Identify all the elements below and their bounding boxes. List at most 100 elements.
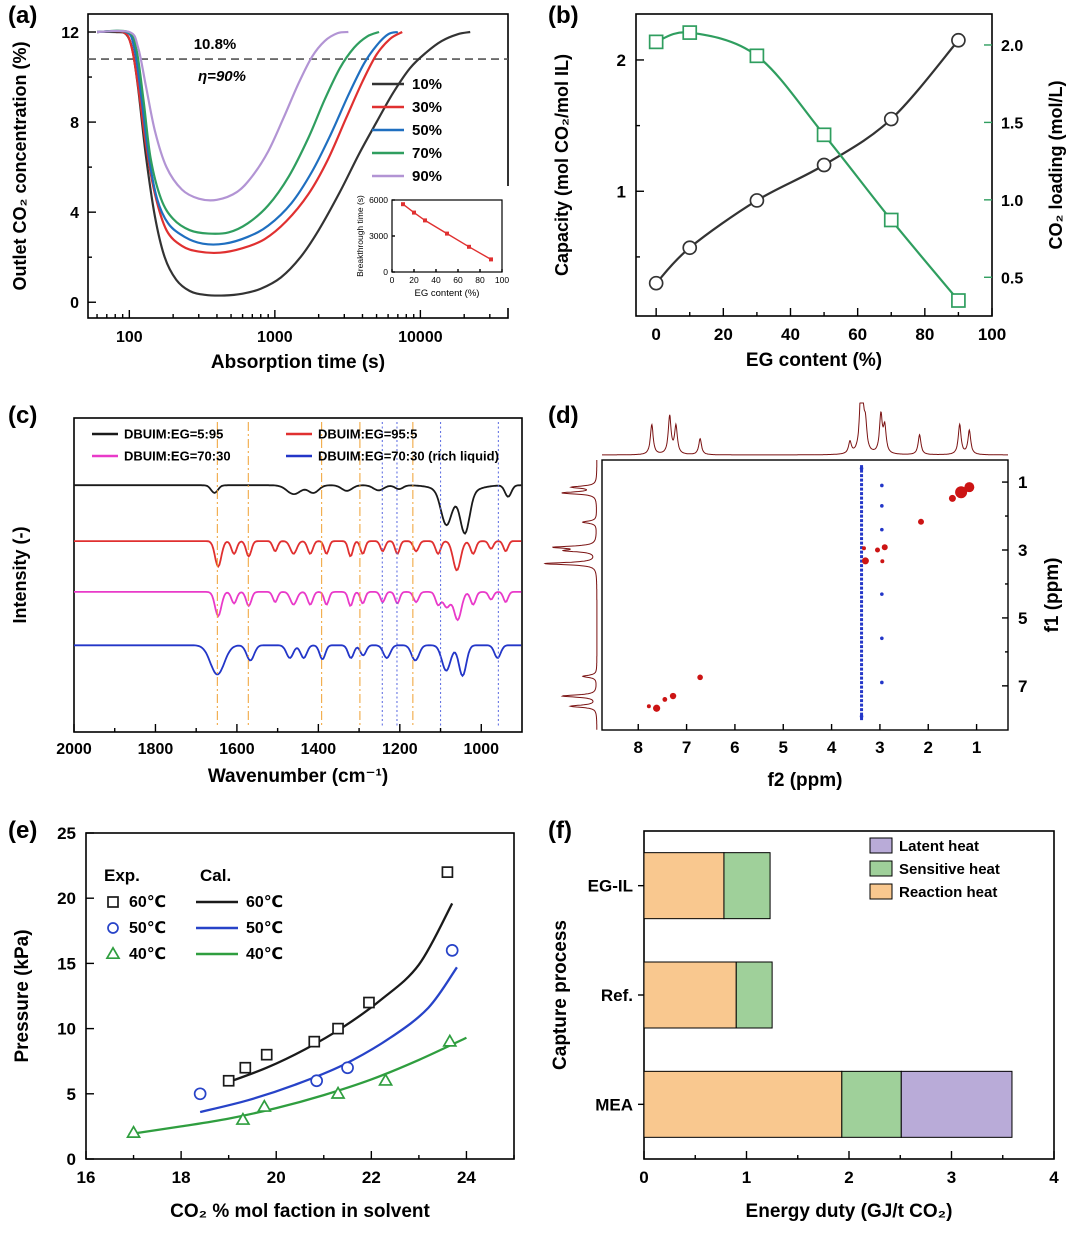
svg-text:100: 100 bbox=[495, 275, 509, 285]
panel-f-chart: 0 1 2 3 4 EG-IL Ref. MEA Latent heat Sensitive he… bbox=[550, 830, 1059, 1222]
svg-text:Reaction heat: Reaction heat bbox=[899, 884, 997, 901]
svg-text:100: 100 bbox=[978, 325, 1006, 344]
svg-text:Capacity (mol CO₂/mol IL): Capacity (mol CO₂/mol IL) bbox=[552, 54, 572, 276]
svg-text:20: 20 bbox=[267, 1168, 286, 1187]
svg-text:η=90%: η=90% bbox=[198, 68, 246, 85]
svg-text:DBUIM:EG=70:30 (rich liquid): DBUIM:EG=70:30 (rich liquid) bbox=[318, 449, 499, 464]
svg-text:1600: 1600 bbox=[219, 741, 255, 758]
svg-text:Intensity (-): Intensity (-) bbox=[10, 526, 30, 623]
svg-text:1.0: 1.0 bbox=[1001, 193, 1023, 210]
svg-text:0: 0 bbox=[67, 1150, 76, 1169]
svg-text:DBUIM:EG=95:5: DBUIM:EG=95:5 bbox=[318, 427, 417, 442]
panel-a-label: (a) bbox=[8, 2, 38, 29]
svg-text:DBUIM:EG=5:95: DBUIM:EG=5:95 bbox=[124, 427, 223, 442]
svg-text:7: 7 bbox=[1018, 677, 1027, 696]
panel-f-label: (f) bbox=[548, 817, 572, 844]
svg-text:1: 1 bbox=[742, 1168, 751, 1187]
svg-text:Breakthrough time (s): Breakthrough time (s) bbox=[355, 195, 365, 277]
svg-text:22: 22 bbox=[362, 1168, 381, 1187]
svg-text:80: 80 bbox=[475, 275, 485, 285]
svg-text:f2 (ppm): f2 (ppm) bbox=[768, 770, 843, 791]
svg-text:60℃: 60℃ bbox=[246, 894, 283, 911]
svg-text:10%: 10% bbox=[412, 76, 442, 93]
svg-text:CO₂ loading (mol/L): CO₂ loading (mol/L) bbox=[1046, 81, 1066, 250]
svg-text:50℃: 50℃ bbox=[129, 920, 166, 937]
panel-d: (d) 8 7 6 5 4 3 2 1 1 3 5 7 f2 (ppm) f1 (ppm) bbox=[540, 400, 1080, 815]
svg-text:4: 4 bbox=[827, 738, 837, 757]
svg-text:100: 100 bbox=[116, 329, 143, 346]
svg-text:1400: 1400 bbox=[301, 741, 337, 758]
svg-text:5: 5 bbox=[779, 738, 788, 757]
svg-text:2.0: 2.0 bbox=[1001, 38, 1023, 55]
svg-text:60: 60 bbox=[848, 325, 867, 344]
svg-text:0.5: 0.5 bbox=[1001, 270, 1023, 287]
panel-a: (a) 100 1000 10000 0 4 8 12 10.8% η=90% 10% 30% 50%… bbox=[0, 0, 540, 400]
svg-text:Exp.: Exp. bbox=[104, 866, 140, 885]
svg-text:Energy duty (GJ/t CO₂): Energy duty (GJ/t CO₂) bbox=[746, 1201, 953, 1222]
svg-text:Capture process: Capture process bbox=[550, 920, 571, 1070]
svg-text:Ref.: Ref. bbox=[601, 986, 633, 1005]
svg-text:DBUIM:EG=70:30: DBUIM:EG=70:30 bbox=[124, 449, 231, 464]
svg-text:Absorption time (s): Absorption time (s) bbox=[211, 352, 385, 373]
svg-text:4: 4 bbox=[70, 205, 79, 222]
svg-text:Sensitive heat: Sensitive heat bbox=[899, 861, 1000, 878]
svg-text:2000: 2000 bbox=[56, 741, 92, 758]
svg-text:40℃: 40℃ bbox=[129, 946, 166, 963]
svg-text:10.8%: 10.8% bbox=[194, 36, 237, 53]
svg-text:10: 10 bbox=[57, 1020, 76, 1039]
svg-text:0: 0 bbox=[390, 275, 395, 285]
svg-text:5: 5 bbox=[1018, 609, 1027, 628]
svg-text:8: 8 bbox=[634, 738, 643, 757]
svg-text:1.5: 1.5 bbox=[1001, 115, 1023, 132]
svg-text:30%: 30% bbox=[412, 99, 442, 116]
svg-text:Latent heat: Latent heat bbox=[899, 838, 979, 855]
svg-text:20: 20 bbox=[714, 325, 733, 344]
svg-text:MEA: MEA bbox=[595, 1095, 633, 1114]
svg-text:EG-IL: EG-IL bbox=[588, 877, 633, 896]
svg-text:3000: 3000 bbox=[369, 231, 388, 241]
svg-text:70%: 70% bbox=[412, 145, 442, 162]
svg-text:50%: 50% bbox=[412, 122, 442, 139]
svg-text:40: 40 bbox=[781, 325, 800, 344]
svg-text:2: 2 bbox=[924, 738, 933, 757]
panel-b-chart: 0 20 40 60 80 100 1 2 0.5 1.0 1.5 2.0 EG content (%)… bbox=[552, 13, 1066, 371]
panel-b: (b) 0 20 40 60 80 100 1 2 0.5 1.0 1.5 2.0 EG content… bbox=[540, 0, 1080, 400]
svg-text:40: 40 bbox=[431, 275, 441, 285]
svg-text:0: 0 bbox=[383, 267, 388, 277]
svg-text:6000: 6000 bbox=[369, 195, 388, 205]
svg-text:16: 16 bbox=[77, 1168, 96, 1187]
panel-f: (f) 0 1 2 3 4 EG-IL Ref. MEA Latent heat Sensitiv… bbox=[540, 815, 1080, 1249]
svg-text:EG content (%): EG content (%) bbox=[746, 350, 882, 371]
svg-text:12: 12 bbox=[61, 25, 79, 42]
svg-text:1: 1 bbox=[972, 738, 981, 757]
svg-text:3: 3 bbox=[947, 1168, 956, 1187]
svg-text:4: 4 bbox=[1049, 1168, 1059, 1187]
svg-text:50℃: 50℃ bbox=[246, 920, 283, 937]
svg-text:EG content (%): EG content (%) bbox=[415, 288, 480, 299]
svg-text:0: 0 bbox=[639, 1168, 648, 1187]
svg-text:3: 3 bbox=[1018, 541, 1027, 560]
panel-e-label: (e) bbox=[8, 817, 38, 844]
svg-text:60: 60 bbox=[453, 275, 463, 285]
svg-text:1000: 1000 bbox=[463, 741, 499, 758]
svg-text:7: 7 bbox=[682, 738, 691, 757]
panel-e: (e) 16 18 20 22 24 0 5 10 15 20 25 Exp. Cal. 60℃ 60℃ 50… bbox=[0, 815, 540, 1249]
svg-text:1200: 1200 bbox=[382, 741, 418, 758]
svg-text:80: 80 bbox=[915, 325, 934, 344]
svg-text:8: 8 bbox=[70, 115, 79, 132]
svg-text:20: 20 bbox=[57, 889, 76, 908]
svg-text:0: 0 bbox=[70, 295, 79, 312]
svg-text:10000: 10000 bbox=[398, 329, 443, 346]
svg-text:Outlet CO₂ concentration (%): Outlet CO₂ concentration (%) bbox=[10, 41, 30, 290]
svg-text:90%: 90% bbox=[412, 168, 442, 185]
svg-text:2: 2 bbox=[844, 1168, 853, 1187]
svg-text:5: 5 bbox=[67, 1085, 76, 1104]
svg-text:Wavenumber (cm⁻¹): Wavenumber (cm⁻¹) bbox=[208, 766, 388, 787]
svg-text:1800: 1800 bbox=[138, 741, 174, 758]
svg-text:Cal.: Cal. bbox=[200, 866, 231, 885]
svg-text:40℃: 40℃ bbox=[246, 946, 283, 963]
panel-d-label: (d) bbox=[548, 402, 579, 429]
svg-text:1000: 1000 bbox=[257, 329, 293, 346]
